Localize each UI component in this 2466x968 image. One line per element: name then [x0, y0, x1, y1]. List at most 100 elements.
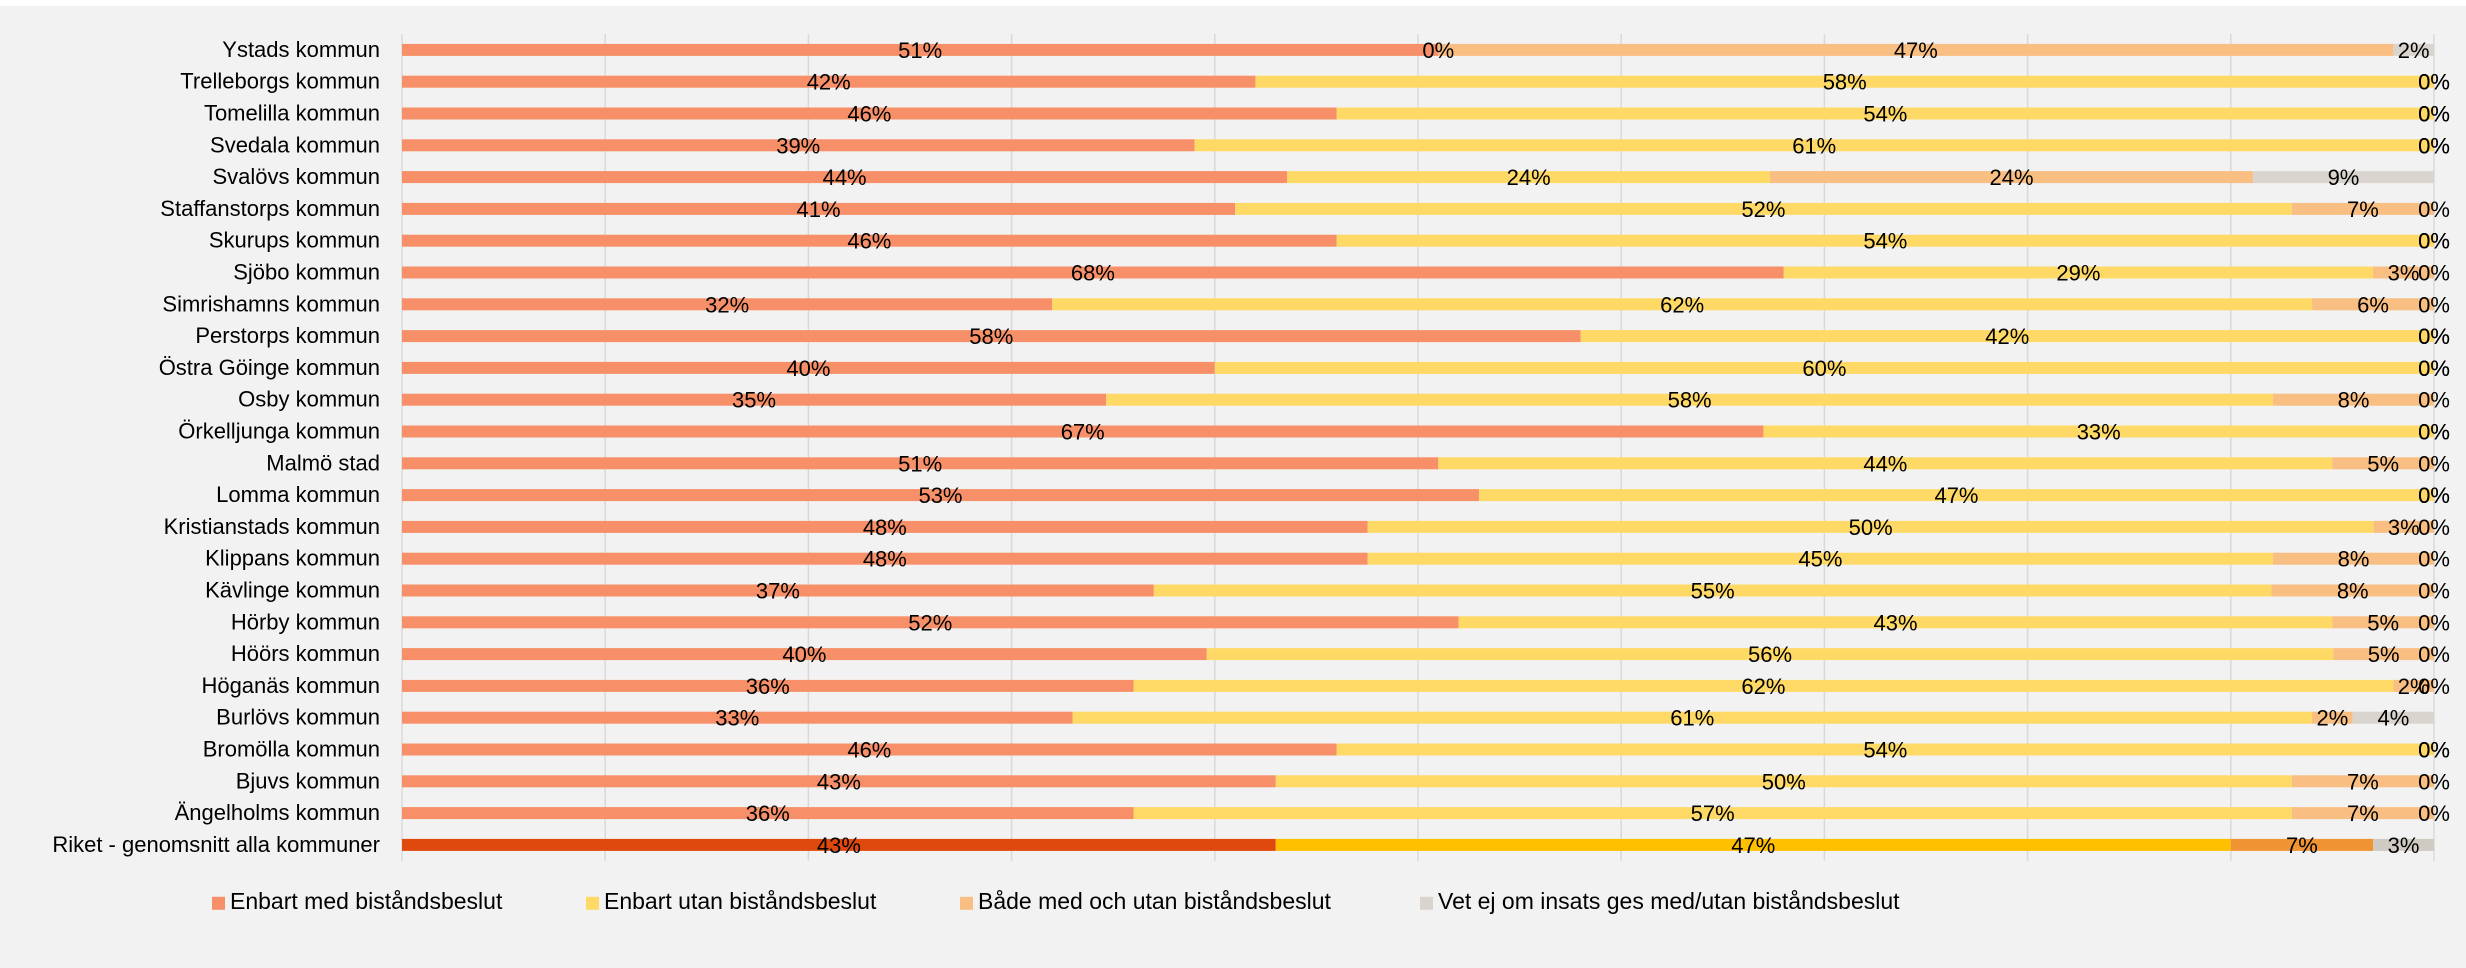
data-label: 43% [1873, 610, 1917, 635]
category-label: Trelleborgs kommun [180, 69, 380, 94]
data-label: 7% [2347, 801, 2379, 826]
bar-segment [1206, 648, 2334, 661]
bar-segment [2332, 616, 2434, 629]
bar-segment [402, 457, 1439, 470]
data-label: 4% [2377, 706, 2409, 731]
data-label: 55% [1691, 579, 1735, 604]
data-label: 32% [705, 292, 749, 317]
bar-segment [402, 171, 1288, 184]
data-label: 6% [2357, 292, 2389, 317]
data-label: 3% [2388, 515, 2420, 540]
bar-segment [2352, 711, 2434, 724]
data-label: 40% [782, 642, 826, 667]
category-label: Ystads kommun [222, 37, 380, 62]
legend-label: Enbart utan biståndsbeslut [604, 888, 877, 914]
category-label: Östra Göinge kommun [159, 355, 380, 380]
data-label: 37% [756, 579, 800, 604]
legend-label: Både med och utan biståndsbeslut [978, 888, 1332, 914]
bar-segment [2373, 266, 2434, 279]
data-label: 44% [1863, 451, 1907, 476]
data-label: 35% [732, 388, 776, 413]
bar-segment [1336, 743, 2434, 756]
data-label: 58% [1823, 70, 1867, 95]
bar-segment [402, 520, 1368, 533]
data-label: 7% [2347, 769, 2379, 794]
bar-segment [402, 489, 1479, 502]
legend-label: Enbart med biståndsbeslut [230, 888, 503, 914]
bar-segment [402, 616, 1459, 629]
data-label: 0% [2418, 738, 2450, 763]
category-label: Skurups kommun [209, 228, 380, 253]
data-label: 36% [746, 801, 790, 826]
category-label: Sjöbo kommun [233, 260, 380, 285]
data-label: 0% [2418, 261, 2450, 286]
category-label: Höörs kommun [231, 641, 380, 666]
data-label: 2% [2317, 706, 2349, 731]
bar-segment [1052, 298, 2313, 311]
data-label: 0% [2418, 229, 2450, 254]
data-label: 56% [1748, 642, 1792, 667]
data-label: 42% [807, 70, 851, 95]
bar-segment [1367, 552, 2274, 565]
data-label: 0% [2418, 738, 2450, 763]
data-label: 58% [1668, 388, 1712, 413]
category-label: Malmö stad [266, 450, 380, 475]
bar-segment [1336, 234, 2434, 247]
data-label: 7% [2347, 197, 2379, 222]
data-label: 51% [898, 451, 942, 476]
bar-segment [2373, 520, 2434, 533]
bar-segment [1580, 330, 2434, 343]
data-label: 5% [2367, 451, 2399, 476]
bar-segment [402, 743, 1337, 756]
data-label: 0% [2418, 133, 2450, 158]
category-label: Kävlinge kommun [205, 578, 380, 603]
bar-segment [2271, 584, 2434, 597]
legend-label: Vet ej om insats ges med/utan biståndsbe… [1438, 888, 1900, 914]
data-label: 0% [2418, 769, 2450, 794]
bar-segment [1275, 775, 2292, 788]
data-label: 0% [2418, 579, 2450, 604]
bar-segment [402, 202, 1236, 215]
bar-segment [402, 425, 1764, 438]
data-label: 68% [1071, 261, 1115, 286]
data-label: 61% [1670, 706, 1714, 731]
bar-segment [402, 807, 1134, 820]
data-label: 0% [2418, 515, 2450, 540]
bar-segment [402, 775, 1276, 788]
legend-swatch [212, 896, 225, 910]
data-label: 0% [2418, 420, 2450, 445]
bar-segment [1783, 266, 2374, 279]
legend-swatch [1420, 896, 1433, 910]
bar-segment [1255, 75, 2434, 88]
data-label: 24% [1989, 165, 2033, 190]
category-label: Svalövs kommun [212, 164, 380, 189]
data-label: 8% [2338, 547, 2370, 572]
data-label: 45% [1798, 547, 1842, 572]
data-label: 51% [898, 38, 942, 63]
data-label: 50% [1762, 769, 1806, 794]
data-label: 33% [2077, 420, 2121, 445]
data-label: 0% [2418, 483, 2450, 508]
bar-segment [2291, 202, 2434, 215]
category-label: Tomelilla kommun [204, 101, 380, 126]
category-label: Kristianstads kommun [164, 514, 380, 539]
bars [402, 43, 2434, 851]
bar-segment [1194, 139, 2434, 152]
data-label: 0% [2418, 801, 2450, 826]
grid-lines [401, 34, 2435, 861]
data-label: 43% [817, 833, 861, 858]
bar-segment [402, 43, 1439, 56]
bar-segment [402, 107, 1337, 120]
data-label: 46% [847, 229, 891, 254]
bar-segment [1106, 393, 2274, 406]
bar-segment [2332, 457, 2434, 470]
bar-segment [402, 838, 1276, 851]
data-label: 0% [1422, 38, 1454, 63]
bar-segment [402, 330, 1581, 343]
category-label: Höganäs kommun [201, 673, 380, 698]
category-label: Klippans kommun [205, 546, 380, 571]
data-label: 0% [2418, 133, 2450, 158]
bar-segment [1458, 616, 2333, 629]
bar-segment [402, 711, 1073, 724]
data-label: 50% [1849, 515, 1893, 540]
